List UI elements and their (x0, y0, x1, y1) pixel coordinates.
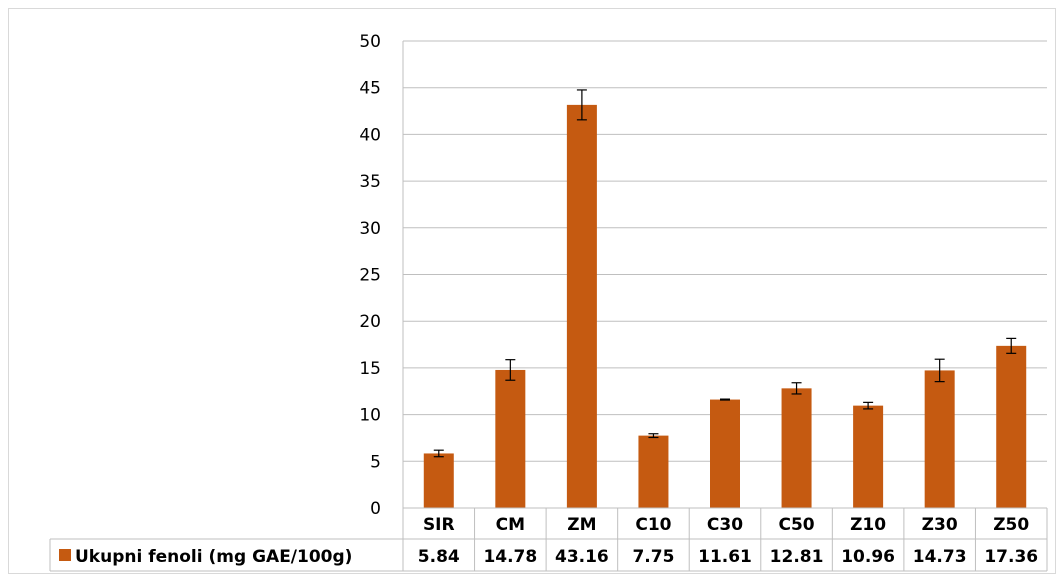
bar[interactable] (781, 388, 812, 508)
y-tick-label: 15 (359, 359, 381, 379)
data-value-label: 14.73 (913, 547, 967, 567)
y-tick-label: 0 (370, 499, 381, 519)
bar[interactable] (495, 369, 526, 508)
legend-series-label: Ukupni fenoli (mg GAE/100g) (75, 547, 352, 567)
category-label: Z30 (922, 515, 958, 535)
data-value-label: 43.16 (555, 547, 609, 567)
y-tick-label: 35 (359, 172, 381, 192)
data-value-label: 5.84 (418, 547, 460, 567)
category-label: C50 (778, 515, 814, 535)
data-value-label: 7.75 (632, 547, 674, 567)
y-tick-label: 45 (359, 79, 381, 99)
data-value-label: 11.61 (698, 547, 752, 567)
category-label: C30 (707, 515, 743, 535)
category-label: Z10 (850, 515, 886, 535)
chart-frame (8, 8, 1056, 574)
data-value-label: 12.81 (770, 547, 824, 567)
y-tick-label: 30 (359, 219, 381, 239)
bar[interactable] (710, 399, 740, 508)
y-tick-label: 25 (359, 266, 381, 286)
y-tick-label: 5 (370, 452, 381, 472)
bar[interactable] (566, 104, 597, 509)
data-value-label: 17.36 (984, 547, 1038, 567)
bar[interactable] (924, 370, 955, 508)
y-tick-label: 10 (359, 406, 381, 426)
category-label: SIR (423, 515, 455, 535)
category-label: Z50 (993, 515, 1029, 535)
bar[interactable] (853, 405, 884, 508)
y-tick-label: 40 (359, 125, 381, 145)
legend-swatch (59, 549, 71, 561)
y-tick-label: 20 (359, 312, 381, 332)
bar[interactable] (996, 345, 1027, 508)
category-label: CM (496, 515, 525, 535)
y-tick-label: 50 (359, 32, 381, 52)
category-label: ZM (567, 515, 596, 535)
data-value-label: 10.96 (841, 547, 895, 567)
data-value-label: 14.78 (483, 547, 537, 567)
category-label: C10 (635, 515, 671, 535)
bar[interactable] (638, 435, 669, 508)
bar[interactable] (423, 453, 454, 508)
